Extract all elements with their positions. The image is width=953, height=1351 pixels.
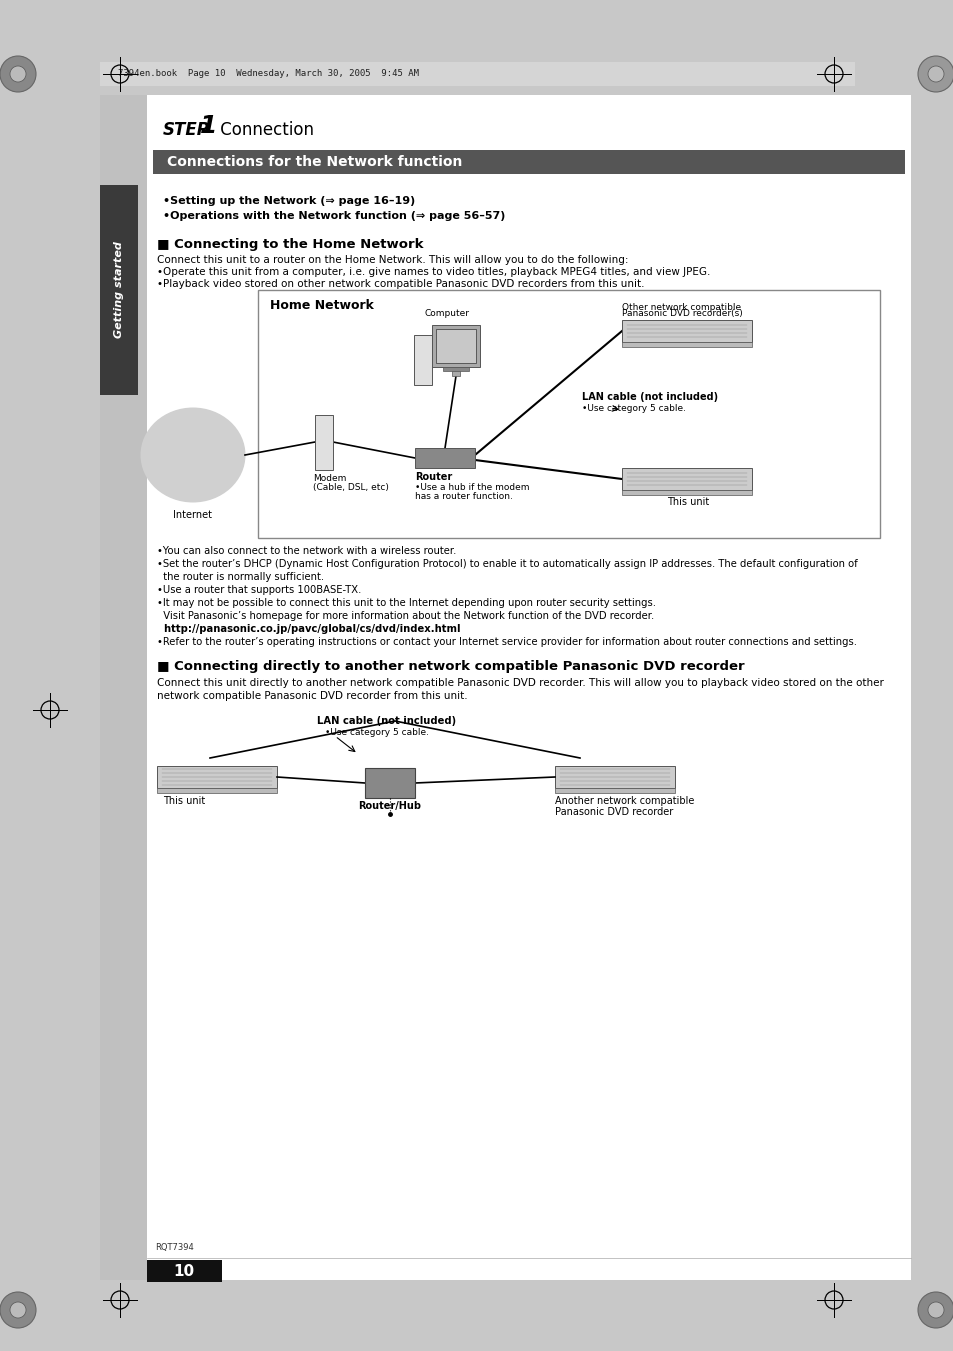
Bar (621, 320, 751, 342)
Bar (157, 788, 276, 793)
Bar (621, 490, 751, 494)
Bar (147, 1258, 910, 1279)
Text: 7394en.book  Page 10  Wednesday, March 30, 2005  9:45 AM: 7394en.book Page 10 Wednesday, March 30,… (118, 69, 418, 78)
Text: Panasonic DVD recorder: Panasonic DVD recorder (555, 807, 673, 817)
Circle shape (10, 66, 26, 82)
Text: Another network compatible: Another network compatible (555, 796, 694, 807)
Bar (100, 62, 854, 86)
Circle shape (927, 1302, 943, 1319)
Bar (0, 0, 953, 95)
Text: 10: 10 (173, 1263, 194, 1278)
Bar (555, 788, 675, 793)
Circle shape (10, 1302, 26, 1319)
Circle shape (0, 55, 36, 92)
Text: •Playback video stored on other network compatible Panasonic DVD recorders from : •Playback video stored on other network … (157, 280, 644, 289)
Text: Connections for the Network function: Connections for the Network function (167, 155, 462, 169)
Text: LAN cable (not included): LAN cable (not included) (316, 716, 456, 725)
Text: Modem: Modem (313, 474, 346, 484)
Text: network compatible Panasonic DVD recorder from this unit.: network compatible Panasonic DVD recorde… (157, 690, 467, 701)
Text: Connect this unit to a router on the Home Network. This will allow you to do the: Connect this unit to a router on the Hom… (157, 255, 628, 265)
Text: Home Network: Home Network (270, 299, 374, 312)
Text: ■ Connecting directly to another network compatible Panasonic DVD recorder: ■ Connecting directly to another network… (157, 661, 744, 673)
Text: Connection: Connection (214, 122, 314, 139)
Text: •Setting up the Network (⇒ page 16–19): •Setting up the Network (⇒ page 16–19) (163, 196, 415, 205)
Text: Internet: Internet (173, 509, 213, 520)
Bar (442, 367, 469, 372)
Text: This unit: This unit (163, 796, 205, 807)
Circle shape (917, 1292, 953, 1328)
Text: Router/Hub: Router/Hub (358, 801, 421, 811)
Bar (147, 95, 910, 1279)
Bar (157, 766, 276, 788)
Text: 1: 1 (200, 113, 217, 138)
Text: Visit Panasonic’s homepage for more information about the Network function of th: Visit Panasonic’s homepage for more info… (157, 611, 654, 621)
Text: Getting started: Getting started (113, 242, 124, 339)
Text: •You can also connect to the network with a wireless router.: •You can also connect to the network wit… (157, 546, 456, 557)
Text: (Cable, DSL, etc): (Cable, DSL, etc) (313, 484, 389, 492)
Text: •Use category 5 cable.: •Use category 5 cable. (581, 404, 685, 413)
Text: Router: Router (415, 471, 452, 482)
Circle shape (917, 55, 953, 92)
Text: •Refer to the router’s operating instructions or contact your Internet service p: •Refer to the router’s operating instruc… (157, 638, 856, 647)
Text: Connect this unit directly to another network compatible Panasonic DVD recorder.: Connect this unit directly to another ne… (157, 678, 882, 688)
Bar (100, 185, 138, 394)
Text: •Use a hub if the modem: •Use a hub if the modem (415, 484, 529, 492)
Circle shape (0, 1292, 36, 1328)
Bar (147, 95, 910, 1279)
Text: •Use category 5 cable.: •Use category 5 cable. (325, 728, 429, 738)
Text: •Set the router’s DHCP (Dynamic Host Configuration Protocol) to enable it to aut: •Set the router’s DHCP (Dynamic Host Con… (157, 559, 857, 569)
Circle shape (927, 66, 943, 82)
Text: •Use a router that supports 100BASE-TX.: •Use a router that supports 100BASE-TX. (157, 585, 361, 594)
Text: http://panasonic.co.jp/pavc/global/cs/dvd/index.html: http://panasonic.co.jp/pavc/global/cs/dv… (157, 624, 460, 634)
Text: •Operate this unit from a computer, i.e. give names to video titles, playback MP: •Operate this unit from a computer, i.e.… (157, 267, 710, 277)
Bar (415, 449, 475, 467)
Text: Computer: Computer (424, 309, 469, 317)
Text: •Operations with the Network function (⇒ page 56–57): •Operations with the Network function (⇒… (163, 211, 505, 222)
Bar (257, 290, 879, 538)
Bar (100, 95, 147, 1279)
Bar (555, 766, 675, 788)
Text: LAN cable (not included): LAN cable (not included) (581, 392, 718, 403)
Text: has a router function.: has a router function. (415, 492, 513, 501)
Text: RQT7394: RQT7394 (154, 1243, 193, 1252)
Bar (152, 150, 904, 174)
Bar (621, 467, 751, 490)
Text: Panasonic DVD recorder(s): Panasonic DVD recorder(s) (621, 309, 742, 317)
Bar (147, 1260, 222, 1282)
Bar (0, 1279, 953, 1351)
Bar (414, 335, 432, 385)
Text: •It may not be possible to connect this unit to the Internet depending upon rout: •It may not be possible to connect this … (157, 598, 656, 608)
Text: the router is normally sufficient.: the router is normally sufficient. (157, 571, 324, 582)
Text: This unit: This unit (666, 497, 708, 507)
Text: STEP: STEP (163, 122, 210, 139)
Bar (621, 342, 751, 347)
Bar (365, 767, 415, 798)
Bar (910, 0, 953, 1351)
Bar (436, 330, 476, 363)
Bar (0, 0, 147, 1351)
Bar (452, 372, 459, 376)
Bar (432, 326, 479, 367)
Text: ■ Connecting to the Home Network: ■ Connecting to the Home Network (157, 238, 423, 251)
Text: Other network compatible: Other network compatible (621, 303, 740, 312)
Ellipse shape (140, 408, 245, 503)
Bar (314, 415, 333, 470)
